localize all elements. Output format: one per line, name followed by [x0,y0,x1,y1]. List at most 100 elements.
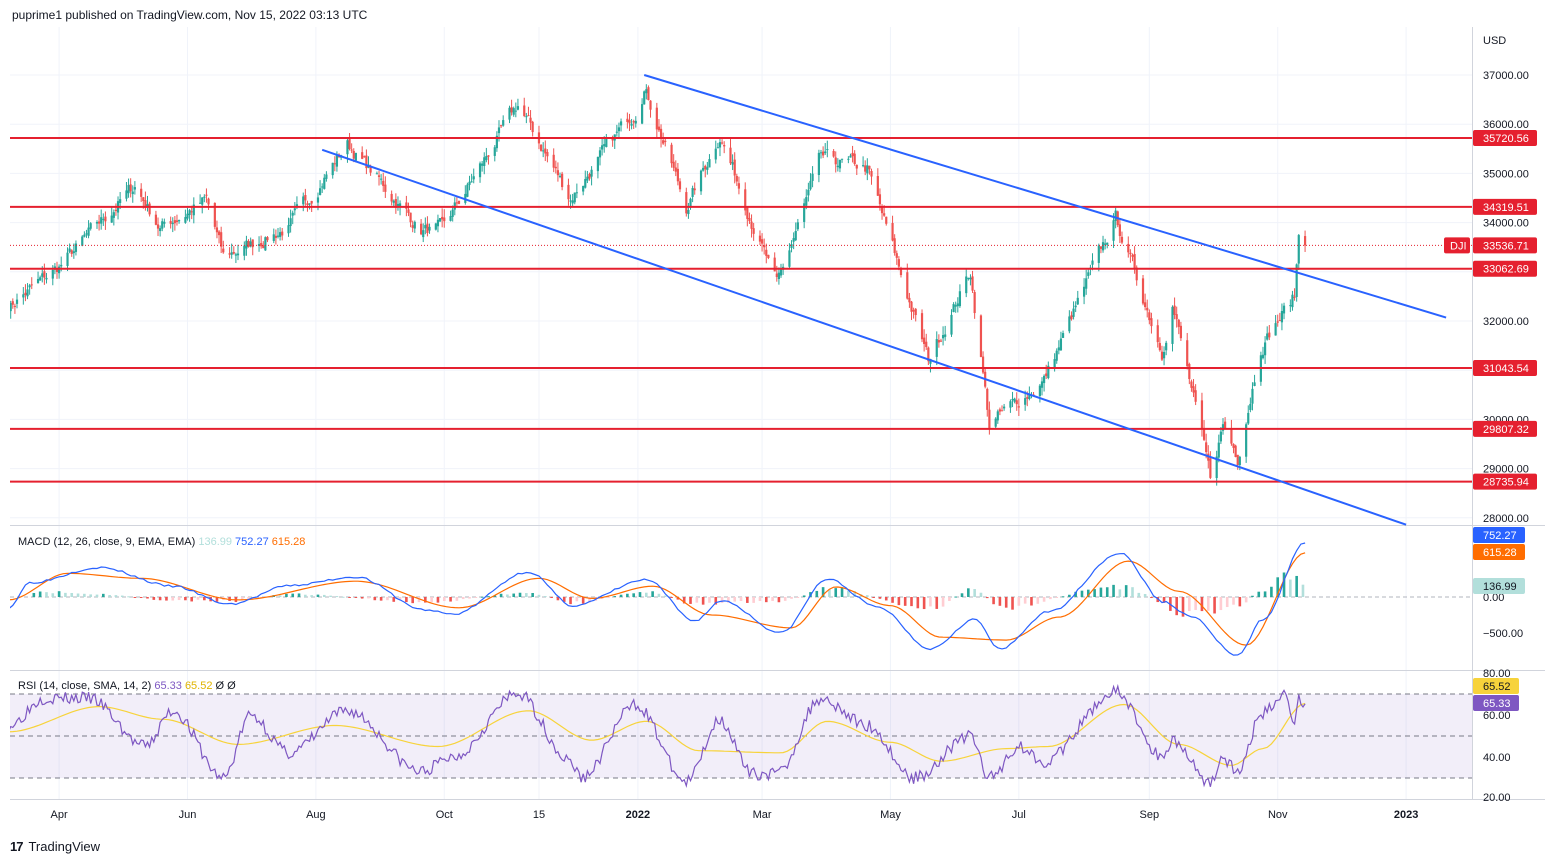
candle-body [1144,302,1147,308]
candle-body [493,147,496,156]
candle-body [527,115,530,117]
symbol-tag-label: DJI [1450,240,1467,252]
candle-body [775,273,778,277]
macd-histogram-bar [310,595,313,597]
candle-body [287,225,290,234]
candle-body [628,120,631,124]
candle-body [331,162,334,176]
macd-histogram-bar [436,597,440,603]
rsi-ma-line [10,702,1306,766]
candle-body [10,303,12,312]
candle-body [308,203,311,205]
candle-body [554,166,557,169]
candle-body [390,193,393,202]
candle-body [146,204,149,207]
candle-body [811,173,814,181]
macd-histogram-bar [165,597,168,601]
candle-body [803,203,806,222]
candle-body [281,231,284,236]
macd-histogram-bar [1263,591,1267,597]
candle-body [1101,242,1105,251]
macd-histogram-bar [973,589,976,597]
candle-body [1215,456,1218,479]
candle-body [1295,264,1298,298]
candle-body [348,137,351,150]
candle-body [601,145,604,150]
macd-histogram-bar [746,597,749,603]
candle-body [615,131,618,133]
candle-body [634,120,637,124]
macd-histogram-bar [57,591,61,597]
candle-body [1263,342,1267,356]
candle-body [670,144,673,164]
macd-histogram-bar [1105,587,1109,597]
macd-histogram-bar [379,597,383,601]
macd-histogram-bar [89,594,92,597]
macd-histogram-bar [853,591,856,597]
macd-histogram-bar [354,597,358,598]
macd-histogram-bar [1194,597,1197,610]
rsi-pane[interactable] [10,672,1472,798]
macd-histogram-bar [663,595,667,597]
macd-histogram-bar [285,593,288,597]
candle-body [1188,363,1191,380]
candle-body [702,167,705,171]
macd-histogram-bar [903,597,907,606]
macd-histogram-bar [872,597,875,598]
level-price-tag [1473,420,1537,437]
macd-histogram-bar [64,592,67,597]
candle-body [159,228,162,232]
candle-body [1251,388,1254,404]
candle-body [85,233,88,235]
candle-body [767,254,770,258]
candle-body [264,237,267,251]
candle-body [392,200,395,203]
candle-body [819,152,823,154]
macd-histogram-bar [695,597,699,603]
candle-body [1165,342,1168,351]
candle-body [171,222,174,225]
rsi-value-label: 65.33 [1483,698,1511,710]
macd-histogram-bar [1061,596,1065,598]
candle-body [30,284,33,286]
candle-body [377,175,381,177]
candle-body [958,291,962,307]
macd-histogram-bar [985,597,989,599]
macd-histogram-bar [1086,589,1090,597]
macd-histogram-bar [83,593,86,597]
candle-body [1221,424,1225,431]
macd-histogram-bar [967,588,970,597]
candle-body [571,200,574,204]
macd-histogram-bar [771,597,774,601]
candle-body [971,276,974,291]
macd-histogram-bar [1295,575,1298,597]
macd-histogram-bar [278,595,282,597]
candle-body [249,241,252,247]
macd-histogram-bar [1030,597,1033,606]
candle-body [567,184,570,200]
candle-body [192,204,195,216]
candle-body [954,305,957,307]
macd-histogram-bar [1244,597,1248,603]
price-pane[interactable] [10,27,1472,524]
macd-histogram-bar [304,594,307,597]
macd-histogram-bar [449,597,452,602]
candle-body [95,222,99,224]
candle-body [525,116,528,118]
macd-histogram-bar [341,596,345,598]
candle-body [1232,443,1235,448]
candle-body [912,310,915,312]
candle-body [586,176,589,181]
candle-body [1131,255,1134,257]
tradingview-footer[interactable]: 17 TradingView [10,839,100,854]
candle-body [937,340,940,343]
candle-body [883,213,886,216]
candle-body [472,176,475,180]
macd-histogram-bar [1175,597,1178,616]
macd-histogram-bar [506,594,509,597]
macd-histogram-bar [790,597,793,599]
candle-body [1297,235,1300,264]
macd-histogram-bar [935,597,939,609]
candle-body [260,243,263,247]
